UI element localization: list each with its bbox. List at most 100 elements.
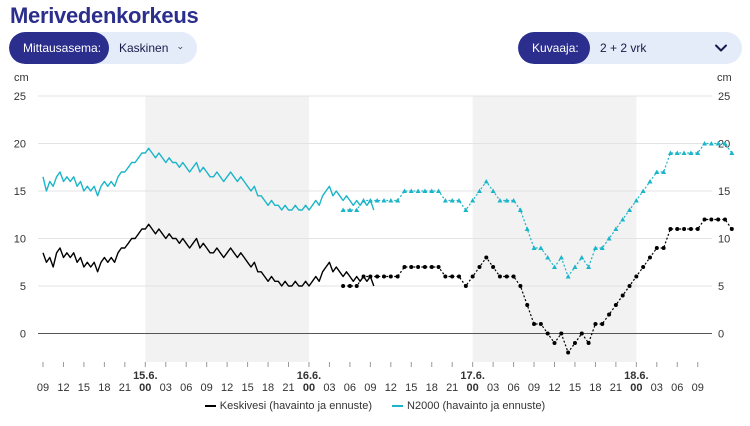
- series-0-point: [695, 227, 700, 231]
- series-1-point: [715, 141, 721, 146]
- x-day-label: 16.6.: [297, 370, 321, 382]
- series-0-point: [545, 331, 550, 336]
- graph-selector-label: Kuvaaja:: [518, 32, 590, 64]
- x-tick-label: 00: [630, 382, 642, 394]
- series-0-observed-line: [42, 223, 375, 287]
- legend-swatch-n2000: [392, 405, 404, 407]
- series-0-point: [368, 274, 373, 279]
- y-tick-right-25: 25: [718, 91, 730, 103]
- x-tick-label: 09: [37, 382, 49, 394]
- x-tick-label: 06: [344, 382, 356, 394]
- x-tick-label: 00: [303, 382, 315, 394]
- series-1-point: [463, 207, 469, 212]
- series-0-point: [532, 322, 537, 326]
- legend-item-keskivesi[interactable]: Keskivesi (havainto ja ennuste): [204, 400, 373, 412]
- series-1-point: [592, 245, 598, 250]
- y-unit-left: cm: [14, 72, 29, 84]
- series-0-point: [409, 265, 414, 269]
- series-1-point: [613, 226, 619, 231]
- series-1-point: [688, 150, 694, 155]
- x-tick-label: 03: [160, 382, 172, 394]
- chart-grid: [38, 95, 712, 334]
- series-1-point: [531, 245, 537, 250]
- series-0-point: [443, 274, 448, 279]
- series-1-point: [599, 245, 605, 250]
- series-1-point: [374, 198, 380, 203]
- series-0-point: [634, 274, 639, 279]
- y-tick-right-0: 0: [718, 329, 724, 341]
- series-1-point: [681, 150, 687, 155]
- x-tick-label: 15: [405, 382, 417, 394]
- series-0-point: [579, 331, 584, 336]
- series-0-point: [484, 255, 489, 260]
- station-selector-label: Mittausasema:: [9, 32, 109, 64]
- series-1-point: [361, 198, 367, 203]
- series-0-point: [627, 284, 632, 288]
- chart-series: [42, 141, 735, 355]
- series-0-point: [729, 227, 734, 231]
- series-1-point: [476, 188, 482, 193]
- station-selector-value: Kaskinen: [119, 41, 169, 55]
- series-1-point: [702, 141, 708, 146]
- series-0-point: [682, 227, 687, 231]
- series-0-point: [518, 284, 523, 288]
- series-0-point: [641, 265, 646, 269]
- chevron-down-icon[interactable]: [714, 41, 728, 55]
- legend-swatch-keskivesi: [204, 405, 216, 407]
- chevron-down-icon[interactable]: [178, 41, 183, 55]
- series-1-point: [470, 198, 476, 203]
- series-0-point: [341, 284, 346, 288]
- series-0-point: [716, 217, 721, 222]
- series-1-point: [347, 207, 353, 212]
- station-selector[interactable]: Mittausasema: Kaskinen: [9, 32, 197, 64]
- x-tick-label: 12: [221, 382, 233, 394]
- series-0-point: [450, 274, 455, 279]
- shaded-day-0: [145, 96, 309, 362]
- series-1-point: [449, 198, 455, 203]
- y-axis-left: 0 5 10 15 20 25 cm: [14, 72, 29, 341]
- x-day-label: 17.6.: [460, 370, 484, 382]
- series-1-observed-line: [42, 147, 375, 211]
- series-0-point: [566, 350, 571, 355]
- series-0-point: [416, 265, 421, 269]
- x-tick-label: 09: [201, 382, 213, 394]
- series-1-point: [667, 150, 673, 155]
- series-1-point: [586, 264, 592, 269]
- x-tick-label: 21: [446, 382, 458, 394]
- y-tick-left-15: 15: [14, 186, 26, 198]
- series-1-point: [538, 245, 544, 250]
- series-1-point: [654, 169, 660, 174]
- legend-label-keskivesi: Keskivesi (havainto ja ennuste): [219, 400, 373, 412]
- series-1-forecast-line: [343, 142, 733, 278]
- series-1-point: [381, 198, 387, 203]
- series-0-point: [504, 274, 509, 279]
- series-1-point: [558, 255, 564, 260]
- series-0-point: [647, 255, 652, 260]
- x-tick-label: 12: [385, 382, 397, 394]
- x-tick-label: 12: [548, 382, 560, 394]
- series-1-point: [620, 217, 626, 222]
- series-1-point: [640, 188, 646, 193]
- series-1-point: [661, 169, 667, 174]
- series-0-point: [709, 217, 714, 222]
- series-0-point: [593, 322, 598, 326]
- series-1-point: [517, 207, 523, 212]
- x-tick-label: 15: [569, 382, 581, 394]
- series-0-point: [375, 274, 380, 279]
- series-1-point: [722, 141, 728, 146]
- series-1-point: [627, 207, 633, 212]
- legend-item-n2000[interactable]: N2000 (havainto ja ennuste): [392, 400, 545, 412]
- graph-selector[interactable]: Kuvaaja: 2 + 2 vrk: [518, 32, 742, 64]
- series-1-point: [422, 188, 428, 193]
- sea-level-chart: 0 5 10 15 20 25 cm 0 5 10 15 20 25 cm 09 12 15 18 21 00 03…: [14, 72, 735, 394]
- series-1-point: [401, 188, 407, 193]
- y-tick-left-10: 10: [14, 234, 26, 246]
- series-0-point: [347, 284, 352, 288]
- series-1-point: [442, 198, 448, 203]
- series-1-point: [708, 141, 714, 146]
- series-1-point: [490, 188, 496, 193]
- legend-label-n2000: N2000 (havainto ja ennuste): [407, 400, 546, 412]
- series-0-point: [586, 341, 591, 345]
- series-0-point: [361, 274, 366, 279]
- series-0-point: [613, 303, 618, 307]
